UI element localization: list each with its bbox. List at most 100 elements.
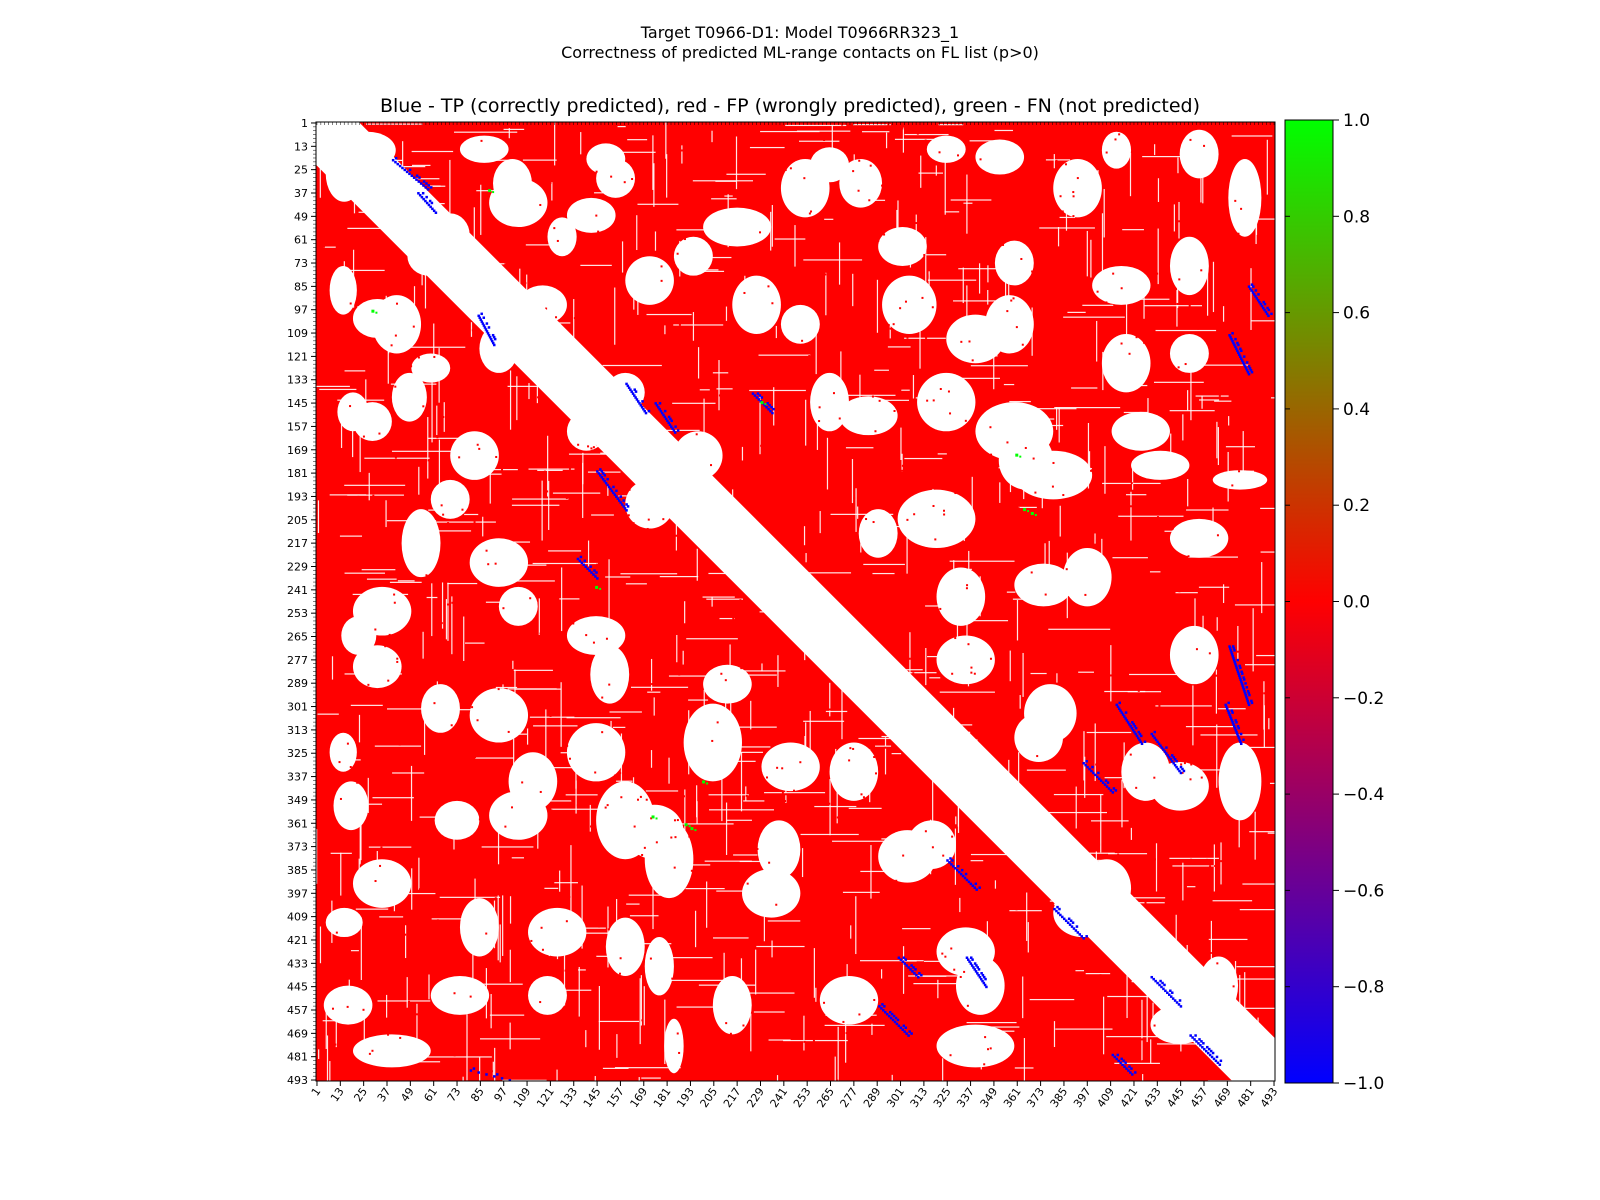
speckle: [1186, 886, 1196, 888]
speckle: [1196, 297, 1199, 300]
speckle: [1186, 387, 1189, 390]
tp-contact: [1243, 691, 1247, 695]
speckle: [359, 799, 361, 865]
speckle: [863, 563, 905, 566]
speckle: [585, 1030, 587, 1048]
speckle: [958, 459, 961, 462]
tp-contact: [1157, 742, 1161, 746]
speckle: [704, 860, 752, 862]
speckle: [841, 428, 844, 431]
x-tick-label: 457: [1188, 1085, 1211, 1110]
speckle: [428, 444, 431, 447]
speckle: [690, 869, 693, 872]
speckle: [692, 180, 753, 182]
tp-contact: [951, 859, 954, 862]
tp-contact: [1097, 771, 1100, 775]
speckle: [733, 348, 736, 351]
speckle: [843, 139, 846, 142]
x-tick-label: 193: [674, 1085, 697, 1110]
speckle: [801, 339, 804, 342]
speckle: [958, 268, 1009, 270]
speckle: [598, 1020, 640, 1023]
y-tick-label: 169: [287, 444, 308, 457]
speckle: [1063, 502, 1066, 505]
speckle: [386, 994, 388, 1018]
speckle: [1215, 674, 1218, 677]
speckle: [1090, 1035, 1093, 1038]
speckle: [750, 1013, 752, 1052]
speckle: [1012, 323, 1025, 325]
tp-contact: [425, 195, 428, 199]
speckle: [1214, 236, 1217, 239]
speckle: [1059, 505, 1061, 537]
speckle: [620, 733, 623, 799]
speckle: [696, 327, 699, 330]
speckle: [335, 931, 338, 934]
speckle: [622, 982, 625, 985]
speckle: [548, 936, 550, 957]
speckle: [849, 747, 852, 750]
speckle: [905, 368, 908, 371]
speckle: [997, 592, 1000, 595]
tp-contact: [1143, 740, 1147, 744]
speckle: [945, 482, 948, 485]
fn-contact: [1030, 511, 1034, 515]
speckle: [585, 584, 588, 587]
tp-contact: [751, 392, 755, 395]
speckle: [395, 473, 398, 476]
speckle: [481, 177, 484, 180]
speckle: [428, 185, 441, 187]
speckle: [323, 509, 326, 512]
speckle: [316, 935, 319, 938]
speckle: [510, 541, 531, 543]
speckle: [1216, 962, 1219, 965]
speckle: [433, 355, 436, 358]
speckle: [1104, 690, 1146, 693]
tp-contact: [424, 186, 428, 189]
speckle: [657, 593, 660, 596]
speckle: [972, 435, 975, 438]
speckle: [417, 356, 420, 359]
y-tick-label: 37: [294, 187, 308, 200]
speckle: [887, 803, 890, 806]
speckle: [1106, 1036, 1165, 1038]
speckle: [346, 742, 349, 745]
tp-contact: [907, 1034, 910, 1037]
speckle: [436, 756, 439, 759]
tp-contact: [483, 326, 487, 329]
speckle: [360, 862, 363, 865]
tp-contact: [1224, 703, 1227, 707]
no-contact-region-mirror: [434, 800, 480, 840]
no-contact-region: [926, 135, 966, 163]
speckle: [1039, 418, 1055, 420]
speckle: [709, 149, 712, 152]
speckle: [869, 164, 872, 167]
speckle: [716, 890, 772, 892]
speckle: [953, 560, 955, 598]
speckle: [637, 817, 639, 850]
speckle: [1222, 123, 1225, 126]
speckle: [1009, 634, 1012, 637]
speckle: [1273, 777, 1275, 780]
tp-contact: [636, 400, 640, 403]
speckle: [970, 666, 973, 669]
tp-contact: [895, 1022, 899, 1026]
tp-contact: [1084, 763, 1087, 767]
speckle: [1228, 416, 1230, 426]
x-tick-label: 385: [1048, 1085, 1071, 1110]
speckle: [1227, 606, 1230, 609]
speckle: [808, 999, 811, 1002]
speckle: [860, 793, 863, 796]
speckle: [1216, 617, 1218, 631]
speckle: [334, 960, 337, 963]
speckle: [1179, 317, 1182, 320]
tp-contact: [425, 182, 428, 185]
speckle: [572, 568, 575, 571]
tp-contact: [625, 382, 628, 386]
tp-contact: [1254, 289, 1258, 292]
speckle: [901, 389, 910, 391]
speckle: [605, 576, 631, 578]
y-tick-label: 361: [287, 817, 308, 830]
speckle: [934, 585, 937, 588]
speckle: [601, 731, 604, 734]
